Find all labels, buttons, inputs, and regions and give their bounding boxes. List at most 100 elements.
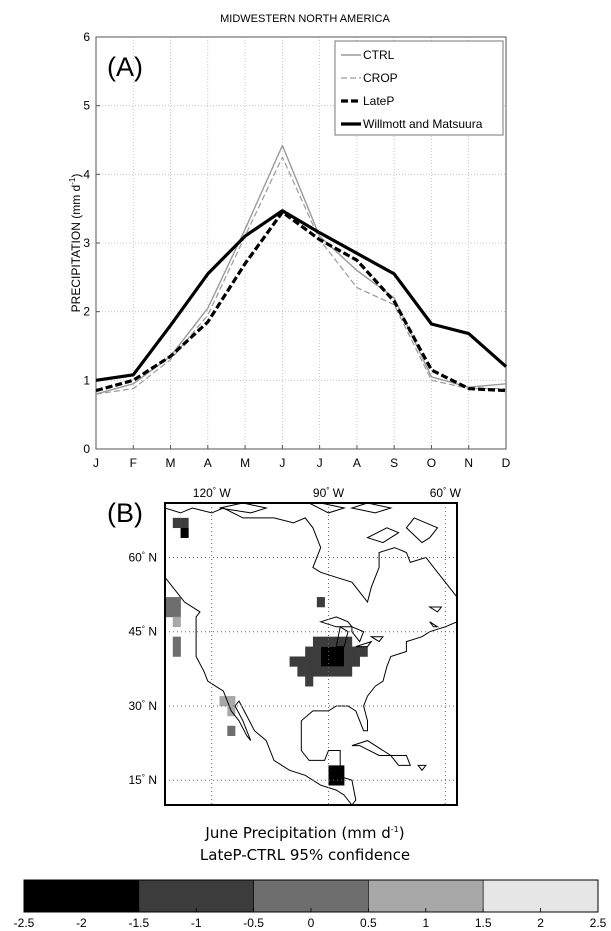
lon-label: 120° W bbox=[193, 486, 232, 500]
colorbar-tick-label: 1 bbox=[422, 916, 429, 930]
heatmap-cell bbox=[165, 606, 174, 618]
heatmap-cell bbox=[336, 636, 345, 647]
colorbar-tick-label: -1.5 bbox=[128, 916, 149, 930]
colorbar-bin bbox=[482, 879, 599, 913]
lat-label: 15° N bbox=[128, 773, 157, 787]
heatmap-cell bbox=[312, 636, 322, 647]
heatmap-cell bbox=[172, 616, 181, 628]
island-outline bbox=[389, 755, 412, 766]
x-tick-label: S bbox=[390, 456, 398, 470]
y-tick-label: 6 bbox=[83, 30, 90, 44]
series-line bbox=[95, 209, 508, 382]
series-line bbox=[95, 210, 507, 393]
y-tick-label: 2 bbox=[83, 305, 90, 319]
map-frame bbox=[164, 502, 458, 806]
island-outline bbox=[349, 503, 393, 514]
heatmap-cell bbox=[219, 696, 228, 707]
heatmap-cell bbox=[165, 597, 174, 608]
island-outline bbox=[405, 517, 439, 544]
lat-label: 60° N bbox=[128, 550, 157, 564]
y-axis-label-text: PRECIPITATION (mm d bbox=[69, 185, 83, 313]
heatmap-cell bbox=[180, 517, 189, 529]
heatmap-cell bbox=[328, 666, 337, 677]
chart-title: MIDWESTERN NORTH AMERICA bbox=[220, 13, 390, 25]
legend-label: CROP bbox=[363, 71, 398, 85]
heatmap-cell bbox=[336, 666, 345, 677]
heatmap-cell bbox=[320, 646, 329, 657]
heatmap-cell bbox=[328, 636, 337, 647]
heatmap-cell bbox=[351, 656, 360, 667]
caption-line-1: June Precipitation (mm d-1) bbox=[204, 824, 404, 842]
heatmap-cell bbox=[312, 646, 322, 657]
heatmap-cell bbox=[336, 775, 345, 786]
heatmap-cell bbox=[328, 775, 337, 786]
heatmap-cell bbox=[344, 656, 353, 667]
island-outline bbox=[308, 503, 347, 514]
y-tick-label: 4 bbox=[83, 167, 90, 181]
lake-outline bbox=[369, 636, 385, 643]
lon-label: 90° W bbox=[313, 486, 345, 500]
y-tick-label: 0 bbox=[83, 442, 90, 456]
heatmap-cell bbox=[316, 597, 325, 608]
heatmap-cell bbox=[227, 725, 236, 736]
heatmap-cell bbox=[336, 646, 345, 657]
y-tick-label: 1 bbox=[83, 373, 90, 387]
lake-outline bbox=[319, 616, 353, 628]
lake-outline bbox=[335, 625, 349, 648]
colorbar: -2.5 -2 -1.5 -1 -0.5 0 0.5 1 1.5 2 2.5 bbox=[14, 879, 607, 930]
x-tick-label: A bbox=[353, 456, 361, 470]
heatmap-cell bbox=[227, 696, 236, 707]
x-tick-label: M bbox=[166, 456, 176, 470]
map-cells bbox=[165, 517, 368, 786]
map-chart: (B) 120° W 90° W 60° W 60° N 45° N 30° N 15° N J… bbox=[107, 486, 462, 864]
island-outline bbox=[366, 527, 400, 544]
colorbar-tick-label: -2.5 bbox=[14, 916, 35, 930]
series-line bbox=[95, 156, 506, 395]
heatmap-cell bbox=[336, 765, 345, 776]
heatmap-cell bbox=[305, 656, 314, 667]
legend-label: CTRL bbox=[363, 48, 395, 62]
lat-label: 30° N bbox=[128, 699, 157, 713]
lat-label: 45° N bbox=[128, 625, 157, 639]
heatmap-cell bbox=[305, 646, 314, 657]
legend-label: LateP bbox=[363, 94, 394, 108]
coastline bbox=[165, 503, 457, 805]
x-tick-label: A bbox=[204, 456, 212, 470]
heatmap-cell bbox=[320, 636, 329, 647]
y-axis-label-end: ) bbox=[69, 174, 83, 178]
heatmap-cell bbox=[312, 656, 322, 667]
colorbar-bin bbox=[23, 879, 140, 913]
island-outline bbox=[429, 621, 440, 628]
heatmap-cell bbox=[172, 517, 181, 529]
island-outline bbox=[417, 764, 427, 772]
heatmap-cell bbox=[351, 646, 360, 657]
x-tick-label: O bbox=[427, 456, 436, 470]
y-tick-label: 3 bbox=[83, 236, 90, 250]
heatmap-cell bbox=[344, 666, 353, 677]
colorbar-tick-label: 0 bbox=[308, 916, 315, 930]
x-tick-label: J bbox=[279, 456, 285, 470]
heatmap-cell bbox=[320, 656, 329, 667]
heatmap-cell bbox=[344, 646, 353, 657]
heatmap-cell bbox=[344, 636, 353, 647]
colorbar-bin bbox=[368, 879, 484, 913]
colorbar-tick-label: -0.5 bbox=[243, 916, 264, 930]
heatmap-cell bbox=[172, 646, 181, 657]
lon-label: 60° W bbox=[430, 486, 462, 500]
colorbar-tick-label: 1.5 bbox=[475, 916, 492, 930]
panel-label-b: (B) bbox=[107, 498, 143, 528]
y-axis-label: PRECIPITATION (mm d-1) bbox=[68, 174, 83, 313]
legend-label: Willmott and Matsuura bbox=[363, 117, 483, 131]
heatmap-cell bbox=[297, 666, 306, 677]
colorbar-tick-label: 0.5 bbox=[360, 916, 377, 930]
caption-line-2: LateP-CTRL 95% confidence bbox=[200, 846, 410, 864]
heatmap-cell bbox=[172, 597, 181, 608]
heatmap-cell bbox=[172, 606, 181, 618]
coastline-north bbox=[165, 507, 457, 604]
y-axis-label-sup: -1 bbox=[68, 177, 77, 185]
heatmap-cell bbox=[320, 666, 329, 677]
y-tick-label: 5 bbox=[83, 99, 90, 113]
heatmap-cell bbox=[305, 666, 314, 677]
heatmap-cell bbox=[328, 656, 337, 667]
